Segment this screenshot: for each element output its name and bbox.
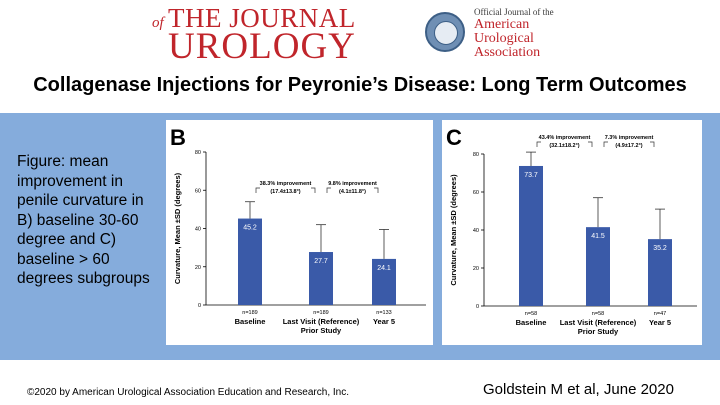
bracket-right xyxy=(311,187,316,193)
n-label: n=133 xyxy=(376,310,391,316)
y-tick-label: 80 xyxy=(473,152,479,158)
x-category-label: Baseline xyxy=(516,318,547,327)
chart-b: B 0 20 40 60 80 Curvature, Mean ±SD (degrees) 4… xyxy=(170,125,426,335)
bar-value-label: 73.7 xyxy=(524,172,538,179)
bracket-right xyxy=(374,187,379,193)
x-category-sublabel: Prior Study xyxy=(578,327,619,336)
aua-name-line1: American xyxy=(474,17,530,32)
aua-logo: Official Journal of the American Urologi… xyxy=(474,7,554,60)
bracket-label-line1: 43.4% improvement xyxy=(539,135,591,141)
y-tick-label: 40 xyxy=(195,227,201,233)
bracket-left xyxy=(255,187,260,193)
bracket-label-line1: 9.8% improvement xyxy=(328,181,377,187)
footer-citation: Goldstein M et al, June 2020 xyxy=(483,381,674,398)
n-label: n=189 xyxy=(313,310,328,316)
bracket-label-line2: (4.1±11.8°) xyxy=(339,189,366,195)
bar-value-label: 24.1 xyxy=(377,265,391,272)
aua-seal-icon xyxy=(425,12,465,52)
figure-caption: Figure: mean improvement in penile curva… xyxy=(17,153,150,287)
y-tick-label: 20 xyxy=(195,265,201,271)
panel-label: C xyxy=(446,125,462,150)
x-category-label: Baseline xyxy=(235,317,266,326)
bar-value-label: 45.2 xyxy=(243,225,257,232)
bracket-left xyxy=(326,187,331,193)
journal-logo-of: of xyxy=(152,15,164,31)
n-label: n=58 xyxy=(592,311,604,317)
bracket-label-line1: 38.3% improvement xyxy=(260,181,312,187)
n-label: n=189 xyxy=(242,310,257,316)
bar-value-label: 35.2 xyxy=(653,245,667,252)
aua-name-line2: Urological xyxy=(474,31,534,46)
bracket-left xyxy=(536,141,541,147)
y-tick-label: 0 xyxy=(476,304,479,310)
bracket-left xyxy=(603,141,608,147)
chart-panel-c: C 0 20 40 60 80 Curvature, Mean ±SD (degrees) 7… xyxy=(442,120,702,345)
journal-logo: of THE JOURNAL UROLOGY xyxy=(152,3,402,67)
bar-value-label: 27.7 xyxy=(314,258,328,265)
header-logos: of THE JOURNAL UROLOGY Official Journal … xyxy=(0,0,720,67)
y-tick-label: 60 xyxy=(473,190,479,196)
bar xyxy=(648,239,672,306)
bracket-label-line2: (17.4±13.8°) xyxy=(270,189,300,195)
chart-panel-b: B 0 20 40 60 80 Curvature, Mean ±SD (degrees) 4… xyxy=(166,120,433,345)
x-category-label: Year 5 xyxy=(373,317,395,326)
y-axis-label: Curvature, Mean ±SD (degrees) xyxy=(449,174,458,286)
journal-logo-line2: UROLOGY xyxy=(168,26,356,67)
journal-logo-line1: THE JOURNAL xyxy=(168,3,356,33)
bar xyxy=(372,258,396,305)
bracket-right xyxy=(650,141,655,147)
y-tick-label: 80 xyxy=(195,150,201,156)
slide-title: Collagenase Injections for Peyronie’s Di… xyxy=(33,74,687,96)
n-label: n=47 xyxy=(654,311,666,317)
bracket-label-line2: (4.9±17.2°) xyxy=(615,143,642,149)
x-category-label: Last Visit (Reference) xyxy=(283,317,360,326)
aua-name-line3: Association xyxy=(474,45,541,60)
y-tick-label: 20 xyxy=(473,266,479,272)
bar xyxy=(309,252,333,305)
bar xyxy=(238,218,262,305)
aua-official-text: Official Journal of the xyxy=(474,7,554,17)
footer-copyright: ©2020 by American Urological Association… xyxy=(27,387,349,398)
bar xyxy=(519,165,543,306)
bracket-label-line2: (32.1±18.2°) xyxy=(549,143,579,149)
panel-label: B xyxy=(170,125,186,150)
n-label: n=58 xyxy=(525,311,537,317)
y-tick-label: 60 xyxy=(195,188,201,194)
x-category-sublabel: Prior Study xyxy=(301,326,342,335)
bar-value-label: 41.5 xyxy=(591,233,605,240)
bar xyxy=(586,227,610,306)
x-category-label: Last Visit (Reference) xyxy=(560,318,637,327)
y-axis-label: Curvature, Mean ±SD (degrees) xyxy=(173,172,182,284)
chart-c: C 0 20 40 60 80 Curvature, Mean ±SD (degrees) 7… xyxy=(446,125,697,336)
y-tick-label: 40 xyxy=(473,228,479,234)
bracket-right xyxy=(588,141,593,147)
y-tick-label: 0 xyxy=(198,303,201,309)
x-category-label: Year 5 xyxy=(649,318,671,327)
bracket-label-line1: 7.3% improvement xyxy=(605,135,654,141)
